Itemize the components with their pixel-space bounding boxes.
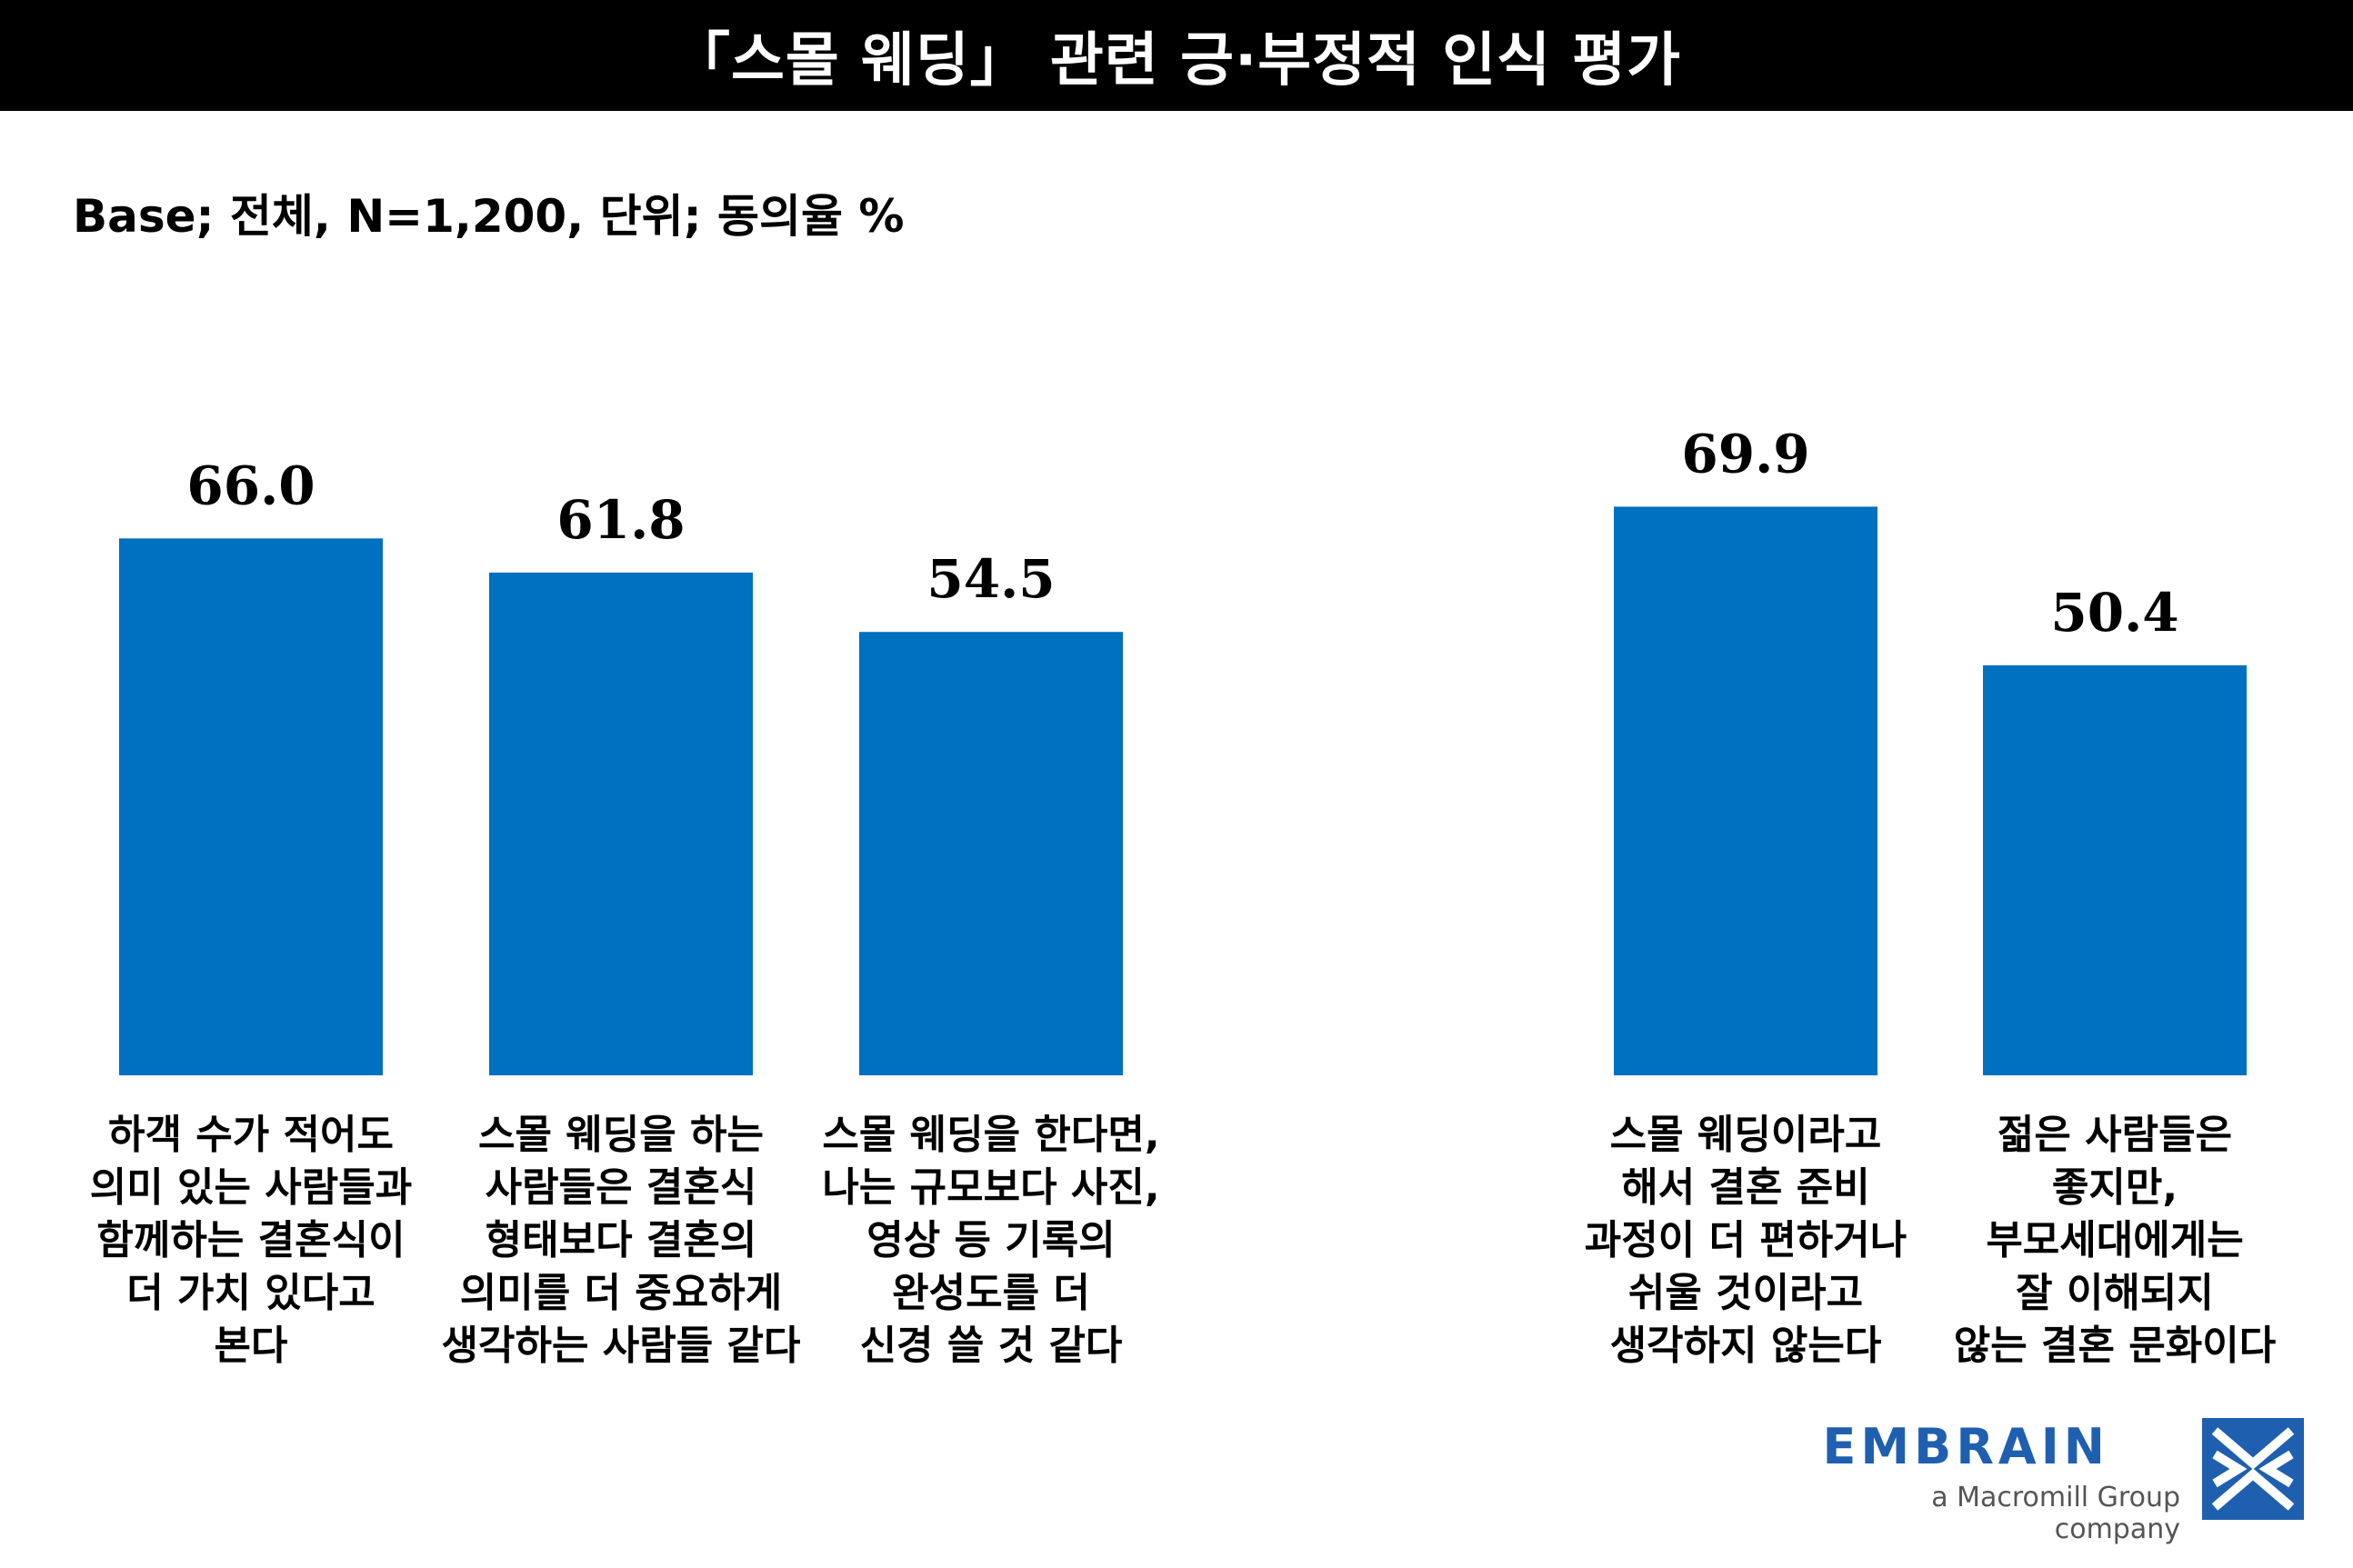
bar-4 xyxy=(1614,506,1877,1075)
logo-tagline: a Macromill Group company xyxy=(1931,1482,2180,1545)
chart-title-bar: 「스몰 웨딩」 관련 긍·부정적 인식 평가 xyxy=(0,0,2353,111)
bar-3 xyxy=(859,632,1123,1075)
value-label-2: 61.8 xyxy=(556,489,685,551)
category-label-1: 하객 수가 적어도 의미 있는 사람들과 함께하는 결혼식이 더 가치 있다고 … xyxy=(89,1112,413,1369)
bar-5 xyxy=(1983,664,2247,1075)
category-label-4: 스몰 웨딩이라고 해서 결혼 준비 과정이 더 편하거나 쉬울 것이라고 생각하… xyxy=(1584,1112,1907,1369)
bar-2 xyxy=(489,572,753,1075)
value-label-1: 66.0 xyxy=(186,454,315,516)
chart-title: 「스몰 웨딩」 관련 긍·부정적 인식 평가 xyxy=(671,27,1682,95)
category-label-3: 스몰 웨딩을 한다면, 나는 규모보다 사진, 영상 등 기록의 완성도를 더 … xyxy=(822,1112,1160,1369)
base-note: Base; 전체, N=1,200, 단위; 동의율 % xyxy=(73,190,905,243)
value-label-4: 69.9 xyxy=(1681,423,1809,484)
embrain-mark-icon xyxy=(2202,1418,2304,1520)
category-label-5: 젊은 사람들은 좋지만, 부모세대에게는 잘 이해되지 않는 결혼 문화이다 xyxy=(1953,1112,2277,1369)
value-label-5: 50.4 xyxy=(2050,582,2178,644)
logo-name: EMBRAIN xyxy=(1822,1418,2109,1475)
value-label-3: 54.5 xyxy=(926,548,1055,610)
bar-1 xyxy=(119,538,383,1075)
embrain-logo: EMBRAIN a Macromill Group company xyxy=(1800,1418,2309,1545)
category-label-2: 스몰 웨딩을 하는 사람들은 결혼식 형태보다 결혼의 의미를 더 중요하게 생… xyxy=(441,1112,801,1369)
